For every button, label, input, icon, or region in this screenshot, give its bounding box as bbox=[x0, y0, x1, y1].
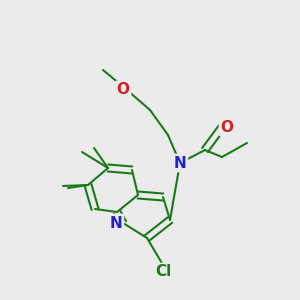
Text: O: O bbox=[116, 82, 130, 98]
Text: N: N bbox=[110, 215, 122, 230]
Text: Cl: Cl bbox=[155, 265, 171, 280]
Text: O: O bbox=[220, 119, 233, 134]
Text: N: N bbox=[174, 155, 186, 170]
